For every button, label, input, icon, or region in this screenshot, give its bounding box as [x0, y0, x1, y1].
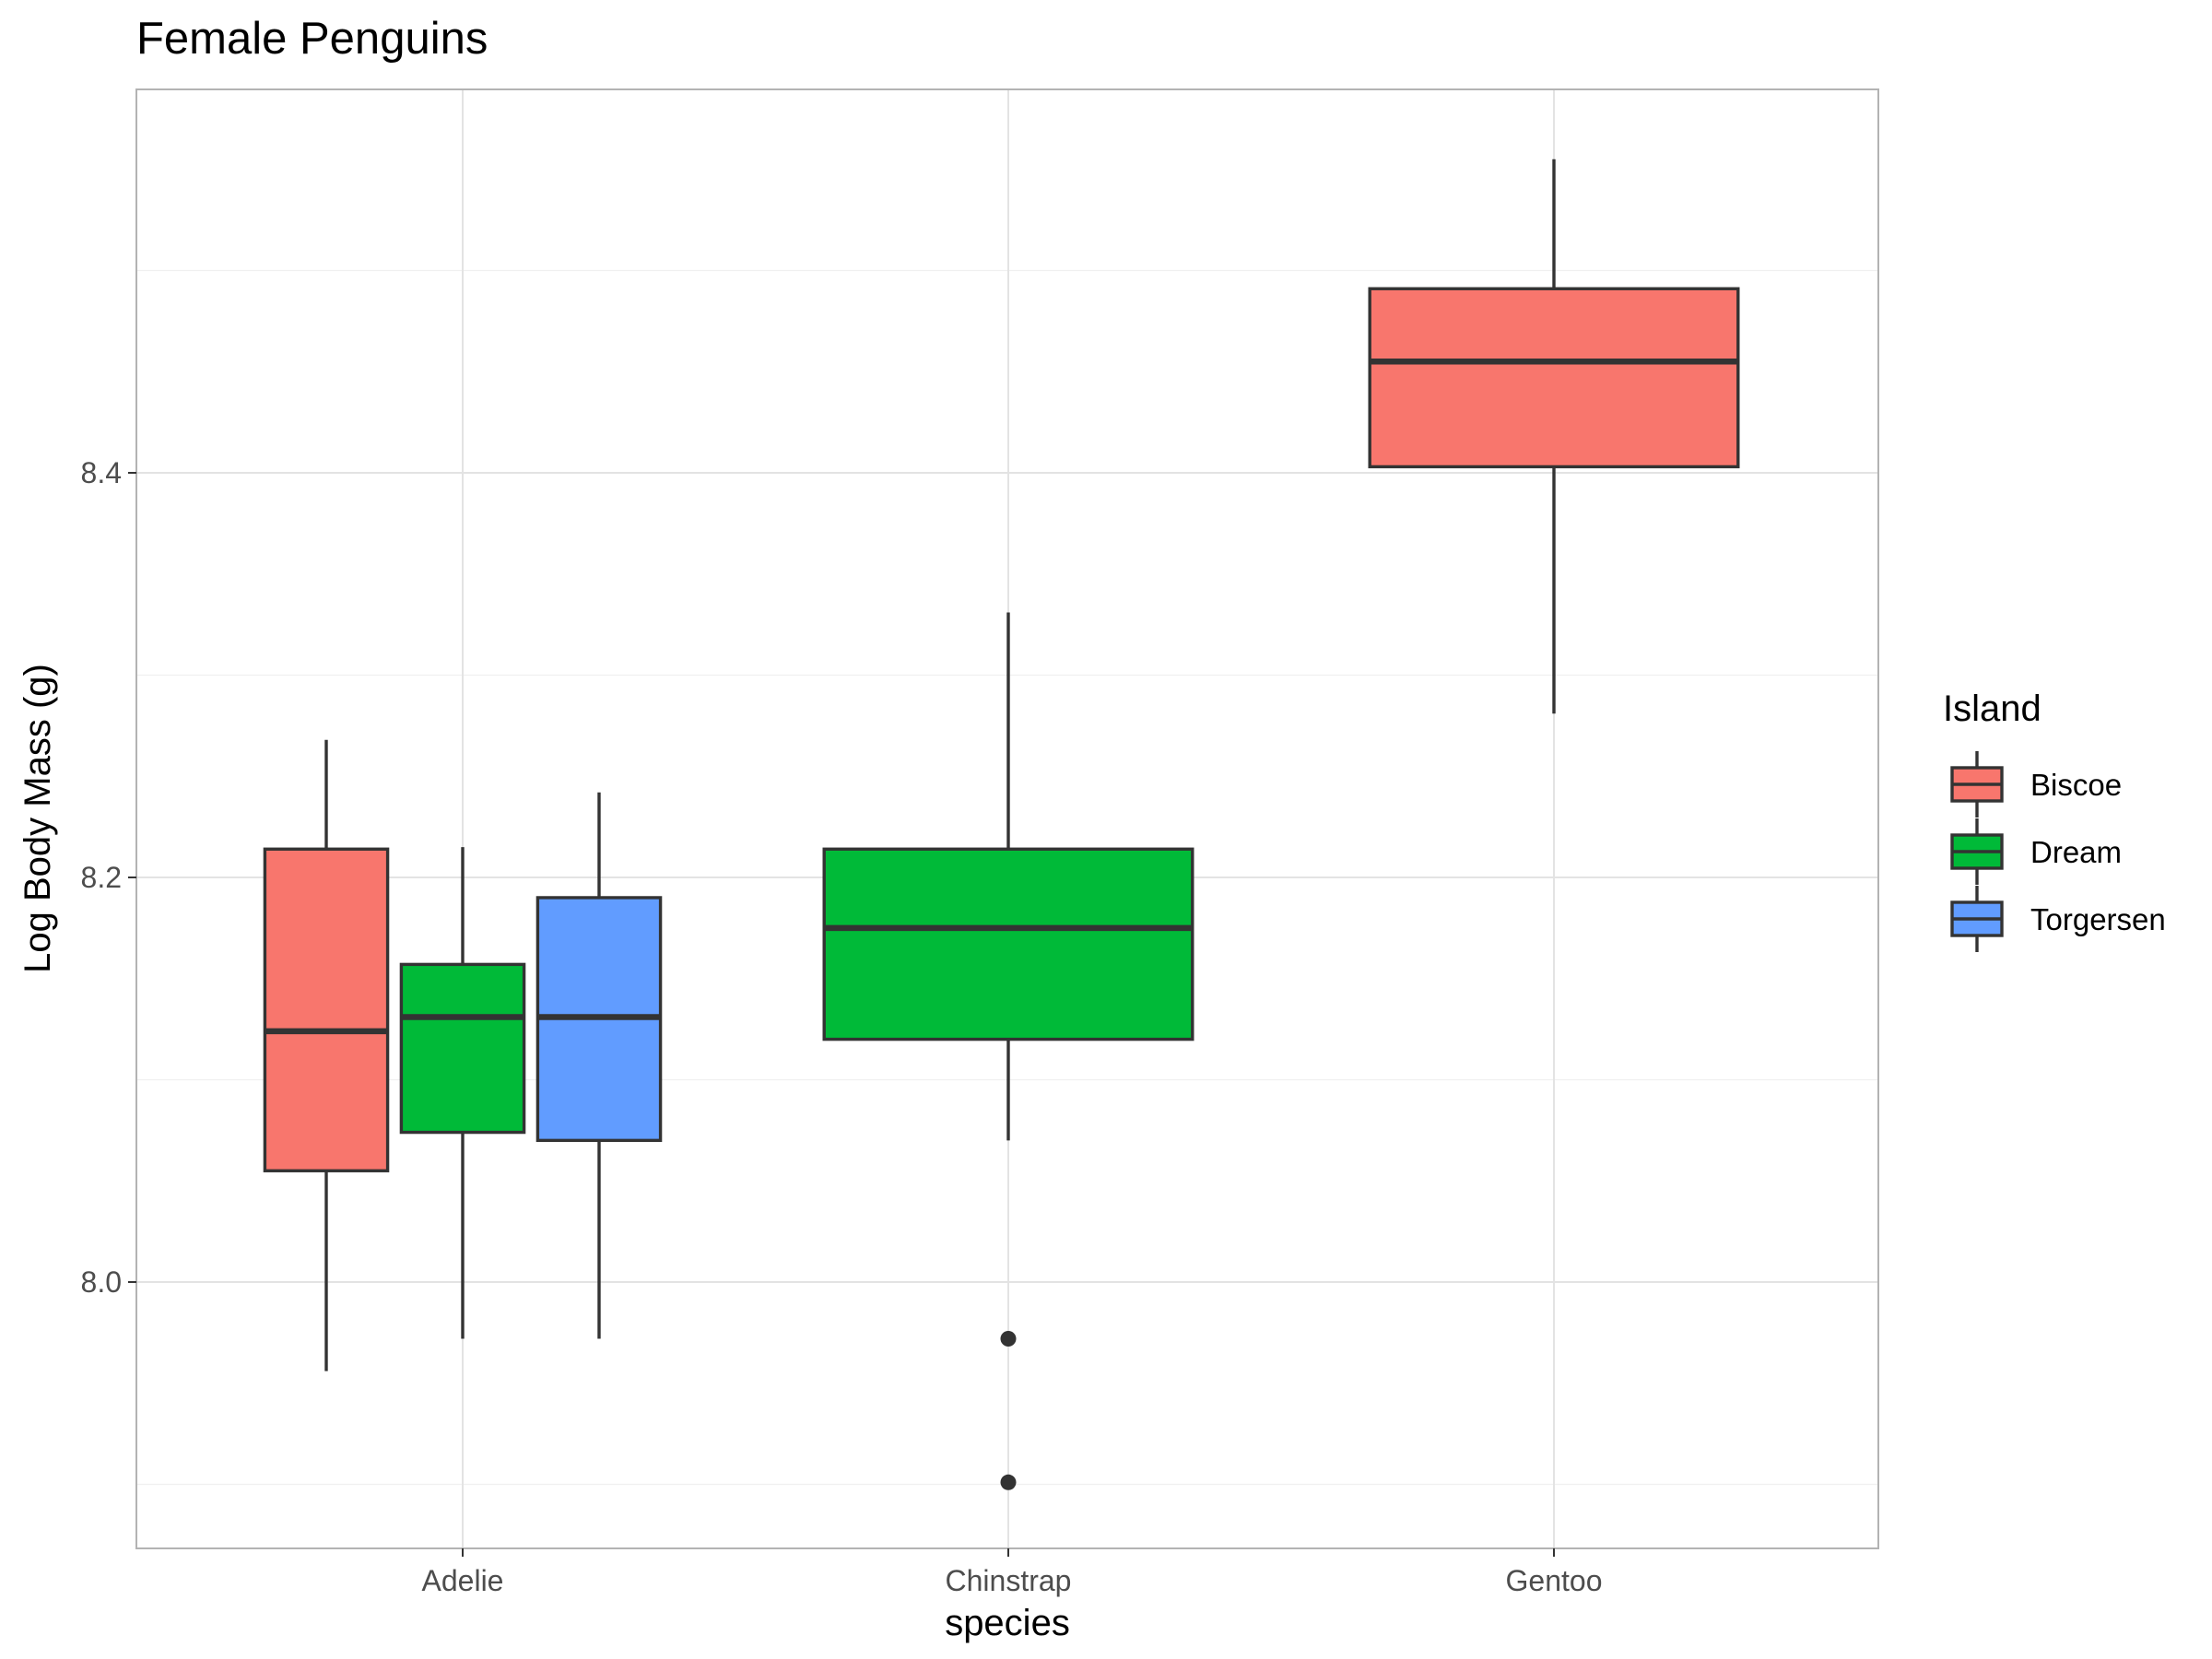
legend-key-biscoe — [1950, 751, 2004, 818]
x-axis-title: species — [945, 1603, 1070, 1643]
outlier-point — [1000, 1474, 1017, 1490]
box-iqr — [1368, 287, 1740, 469]
y-axis-title: Log Body Mass (g) — [18, 664, 58, 973]
legend-label: Torgersen — [2030, 902, 2166, 936]
x-axis: Adelie Chinstrap Gentoo — [422, 1548, 1603, 1597]
box-gentoo-biscoe — [1368, 159, 1740, 714]
legend-key-dream — [1950, 818, 2004, 885]
box-adelie-biscoe — [263, 739, 390, 1371]
box-chinstrap-dream — [822, 612, 1194, 1490]
legend-label: Dream — [2030, 835, 2122, 869]
legend-label: Biscoe — [2030, 768, 2122, 802]
box-iqr — [263, 847, 390, 1172]
outlier-point — [1000, 1330, 1017, 1347]
box-iqr — [399, 962, 526, 1135]
y-tick-label: 8.0 — [81, 1265, 122, 1299]
y-axis: 8.0 8.2 8.4 — [81, 456, 136, 1299]
x-tick-label: Chinstrap — [946, 1564, 1072, 1597]
x-tick-label: Gentoo — [1506, 1564, 1603, 1597]
boxes — [263, 159, 1740, 1490]
legend-key-torgersen — [1950, 886, 2004, 952]
y-tick-label: 8.2 — [81, 861, 122, 894]
x-tick-label: Adelie — [422, 1564, 504, 1597]
box-iqr — [822, 847, 1194, 1041]
y-tick-label: 8.4 — [81, 456, 122, 489]
legend-title: Island — [1943, 688, 2041, 729]
box-adelie-torgersen — [535, 792, 663, 1339]
box-adelie-dream — [399, 847, 526, 1339]
chart-title: Female Penguins — [136, 14, 488, 64]
legend: Island Biscoe Dream Torgersen — [1943, 688, 2166, 952]
